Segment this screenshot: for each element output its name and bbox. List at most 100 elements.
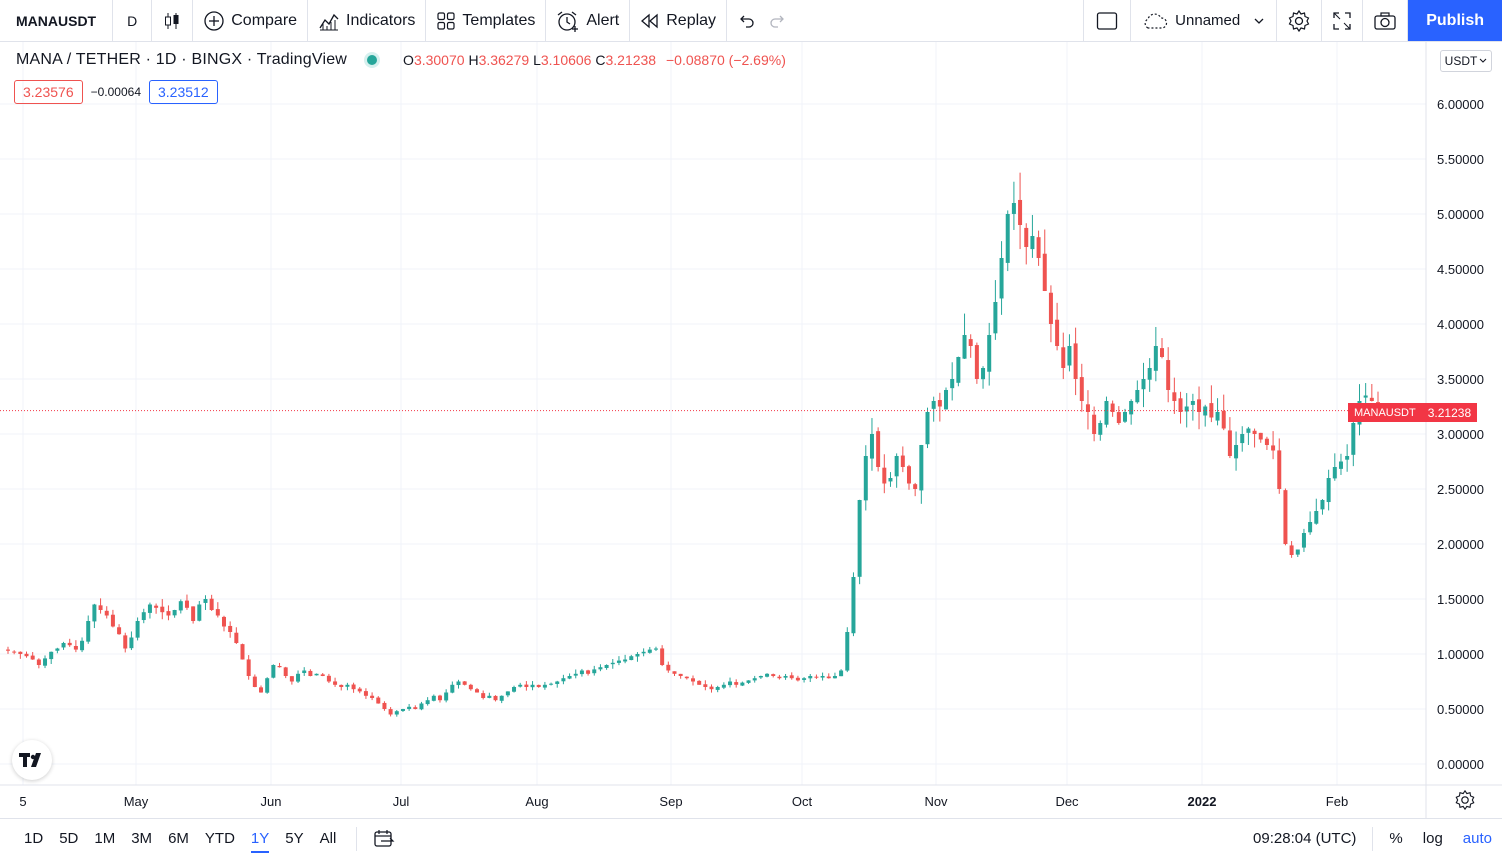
- candle: [265, 677, 270, 694]
- candle-body: [178, 601, 183, 611]
- candle: [166, 605, 171, 621]
- candle: [653, 646, 658, 652]
- interval-button[interactable]: D: [113, 0, 153, 41]
- snapshot-button[interactable]: [1363, 0, 1409, 41]
- candle: [1005, 210, 1010, 272]
- candle-body: [363, 691, 368, 696]
- candle-body: [937, 400, 942, 407]
- candle-body: [370, 695, 375, 698]
- candle: [765, 673, 770, 678]
- goto-date-icon[interactable]: [373, 829, 395, 849]
- candle-body: [1160, 348, 1165, 357]
- candle-body: [641, 651, 646, 654]
- candle: [616, 656, 621, 666]
- time-tick-label: Dec: [1055, 794, 1079, 809]
- candle-body: [1240, 434, 1245, 444]
- range-button-ytd[interactable]: YTD: [204, 830, 235, 847]
- candle-body: [1172, 392, 1177, 401]
- candle-body: [184, 600, 189, 608]
- candle-body: [771, 674, 776, 676]
- candle: [709, 684, 714, 693]
- candle: [339, 684, 344, 691]
- candle: [1271, 431, 1276, 460]
- chart-type-button[interactable]: [152, 0, 194, 41]
- candle-series: [6, 172, 1380, 717]
- candle-body: [1215, 412, 1220, 421]
- redo-icon[interactable]: [769, 12, 787, 30]
- gear-icon[interactable]: [1454, 789, 1476, 811]
- candle: [795, 675, 800, 682]
- compare-label: Compare: [231, 11, 298, 29]
- range-button-6m[interactable]: 6M: [168, 830, 189, 847]
- time-tick-label: Oct: [792, 794, 813, 809]
- tradingview-logo[interactable]: [12, 740, 52, 780]
- price-chart[interactable]: 6.00000 5.50000 5.00000 4.50000 4.00000 3.500…: [0, 42, 1502, 818]
- candle-body: [308, 670, 313, 676]
- time-axis[interactable]: 5 May Jun Jul Aug Sep Oct Nov Dec 2022 Feb: [19, 794, 1348, 809]
- candle-body: [104, 610, 109, 616]
- templates-button[interactable]: Templates: [426, 0, 547, 41]
- candle: [215, 602, 220, 618]
- cloud-icon: [1144, 12, 1168, 29]
- candle: [845, 627, 850, 673]
- candle-body: [869, 434, 874, 459]
- fullscreen-button[interactable]: [1322, 0, 1364, 41]
- legend-title[interactable]: MANA / TETHER · 1D · BINGX · TradingView: [16, 51, 348, 68]
- price-axis[interactable]: 6.00000 5.50000 5.00000 4.50000 4.00000 3.500…: [1437, 97, 1484, 772]
- buy-button[interactable]: 3.23512: [149, 80, 218, 104]
- candle: [1240, 426, 1245, 452]
- indicators-button[interactable]: Indicators: [308, 0, 427, 41]
- price-tick-label: 1.50000: [1437, 592, 1484, 607]
- save-layout-button[interactable]: Unnamed: [1131, 0, 1278, 41]
- settings-button[interactable]: [1277, 0, 1323, 41]
- percent-toggle[interactable]: %: [1389, 830, 1403, 847]
- chart-legend: MANA / TETHER · 1D · BINGX · TradingView…: [16, 51, 786, 69]
- candle-body: [1122, 412, 1127, 422]
- currency-select[interactable]: USDT: [1440, 50, 1492, 72]
- sell-button[interactable]: 3.23576: [14, 80, 83, 104]
- publish-button[interactable]: Publish: [1408, 0, 1502, 41]
- candle-body: [968, 339, 973, 346]
- candle: [1351, 421, 1356, 467]
- auto-scale-toggle[interactable]: auto: [1462, 830, 1492, 847]
- range-button-5d[interactable]: 5D: [59, 830, 79, 847]
- candle-body: [832, 676, 837, 679]
- candle-body: [154, 605, 159, 608]
- replay-button[interactable]: Replay: [630, 0, 728, 41]
- candle-body: [437, 695, 442, 701]
- candle: [456, 679, 461, 689]
- candle-body: [1271, 445, 1276, 451]
- candle-body: [1092, 414, 1097, 434]
- candle-body: [876, 431, 881, 467]
- candle-body: [703, 684, 708, 687]
- candle-body: [499, 695, 504, 701]
- candle: [98, 598, 103, 614]
- range-button-1m[interactable]: 1M: [94, 830, 116, 847]
- alert-button[interactable]: Alert: [546, 0, 631, 41]
- candle-body: [1048, 292, 1053, 324]
- market-status-dot[interactable]: [367, 55, 378, 65]
- range-button-1d[interactable]: 1D: [24, 830, 44, 847]
- range-button-5y[interactable]: 5Y: [285, 830, 304, 847]
- candle-body: [462, 681, 467, 685]
- candle-body: [524, 684, 529, 687]
- candle-body: [110, 614, 115, 627]
- layout-select-button[interactable]: [1083, 0, 1132, 41]
- range-button-3m[interactable]: 3M: [131, 830, 153, 847]
- range-button-all[interactable]: All: [319, 830, 337, 847]
- candle-body: [271, 665, 276, 678]
- candle-body: [1345, 456, 1350, 460]
- candle: [394, 710, 399, 717]
- candle: [104, 606, 109, 619]
- compare-button[interactable]: Compare: [193, 0, 309, 41]
- log-toggle[interactable]: log: [1422, 830, 1443, 847]
- range-button-1y[interactable]: 1Y: [243, 830, 277, 853]
- undo-icon[interactable]: [737, 12, 755, 30]
- candle: [1067, 334, 1072, 372]
- candle: [302, 667, 307, 676]
- tv-logo-icon: [19, 753, 41, 767]
- candle-body: [691, 678, 695, 682]
- symbol-search-button[interactable]: MANAUSDT: [0, 0, 114, 41]
- candle-body: [314, 673, 319, 676]
- clock-timezone[interactable]: 09:28:04 (UTC): [1253, 830, 1357, 847]
